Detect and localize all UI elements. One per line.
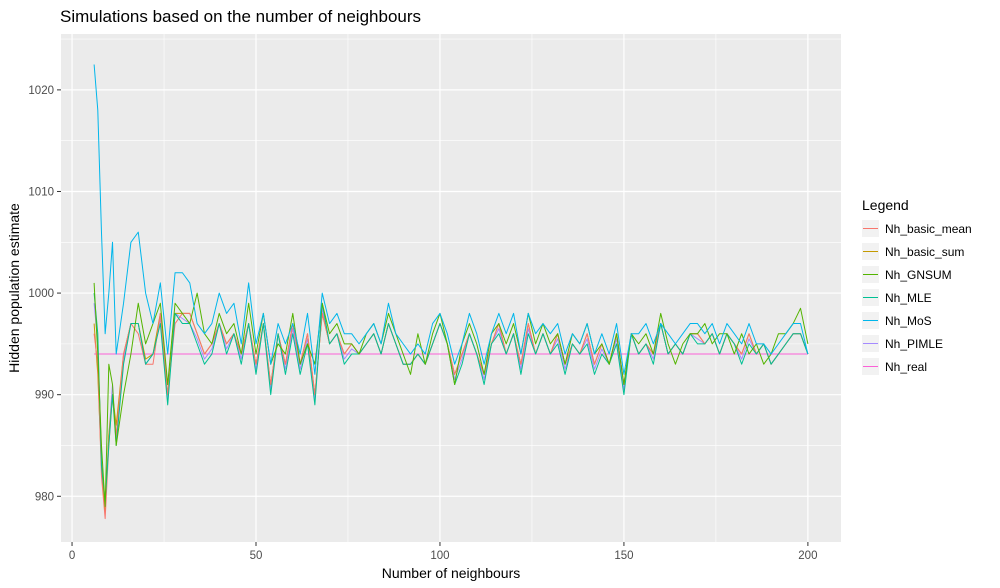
legend-label: Nh_basic_mean [885, 222, 972, 236]
x-axis: 0 50 100 150 200 [69, 542, 817, 562]
series-layer [93, 64, 809, 520]
y-tick-label: 1020 [28, 85, 54, 97]
legend-label: Nh_MoS [885, 314, 932, 328]
x-axis-title: Number of neighbours [382, 565, 521, 581]
legend-label: Nh_MLE [885, 291, 932, 305]
x-tick-label: 50 [250, 550, 263, 562]
grid-minor [61, 34, 841, 542]
x-tick-label: 0 [69, 550, 75, 562]
legend-label: Nh_basic_sum [885, 245, 964, 259]
legend: Legend Nh_basic_mean Nh_basic_sum Nh_GNSUM… [862, 197, 972, 375]
y-tick-label: 1000 [28, 288, 54, 300]
series-line-mle [93, 293, 809, 502]
y-tick-label: 990 [35, 390, 54, 402]
legend-title: Legend [862, 197, 909, 213]
y-axis: 980 990 1000 1010 1020 [28, 85, 61, 503]
x-tick-label: 100 [430, 550, 449, 562]
y-tick-label: 980 [35, 491, 54, 503]
chart-title: Simulations based on the number of neigh… [60, 7, 421, 26]
x-tick-label: 150 [614, 550, 633, 562]
y-tick-label: 1010 [28, 186, 54, 198]
legend-label: Nh_GNSUM [885, 268, 952, 282]
x-tick-label: 200 [798, 550, 817, 562]
series-line-mos [93, 64, 809, 375]
y-axis-title: Hidden population estimate [6, 203, 22, 373]
legend-label: Nh_real [885, 360, 927, 374]
legend-label: Nh_PIMLE [885, 337, 943, 351]
grid-major [61, 34, 841, 542]
plot-panel [61, 34, 841, 542]
